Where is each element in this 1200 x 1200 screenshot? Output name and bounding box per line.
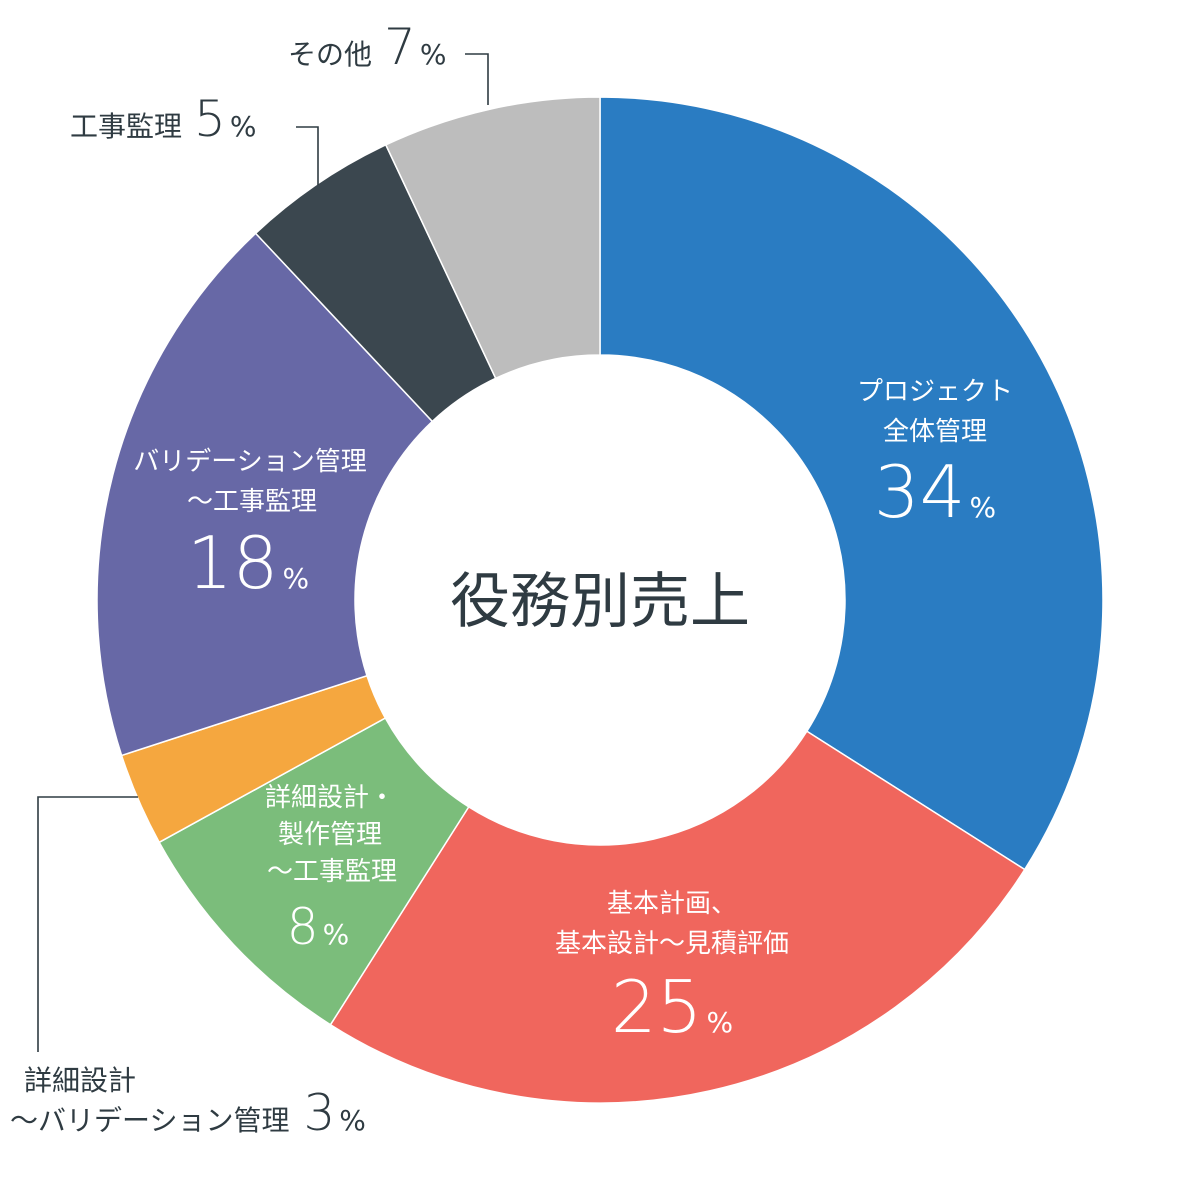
leader-line-detail-validation [37,796,138,1052]
label-detail-line3: 〜工事監理 [267,857,397,887]
chart-title: 役務別売上 [450,567,750,637]
value-other: その他 7% [288,18,446,76]
value-project: 34% [874,450,996,534]
label-project-line2: 全体管理 [883,417,987,447]
slice-basic [329,730,1026,1104]
value-construction: 工事監理 5% [70,90,256,148]
label-validation-line1: バリデーション管理 [133,447,366,477]
value-basic: 25% [611,965,733,1049]
label-basic-line1: 基本計画、 [607,889,737,919]
value-validation: 18% [187,521,309,605]
label-validation-line2: 〜工事監理 [187,487,317,517]
slice-validation [96,232,434,757]
leader-line-other [465,53,489,105]
slice-other [384,96,601,380]
value-detail-validation: 〜バリデーション管理 3% [10,1084,366,1142]
label-project-line1: プロジェクト [857,377,1013,407]
slice-project [599,96,1104,871]
leader-line-construction [296,126,319,185]
label-basic-line2: 基本設計〜見積評価 [555,929,789,959]
label-detail-line1: 詳細設計・ [265,783,395,813]
label-detail-line2: 製作管理 [278,820,382,850]
value-detail: 8% [287,898,349,956]
slices-group [96,96,1104,1104]
label-detail-validation-line1: 詳細設計 [24,1064,136,1097]
